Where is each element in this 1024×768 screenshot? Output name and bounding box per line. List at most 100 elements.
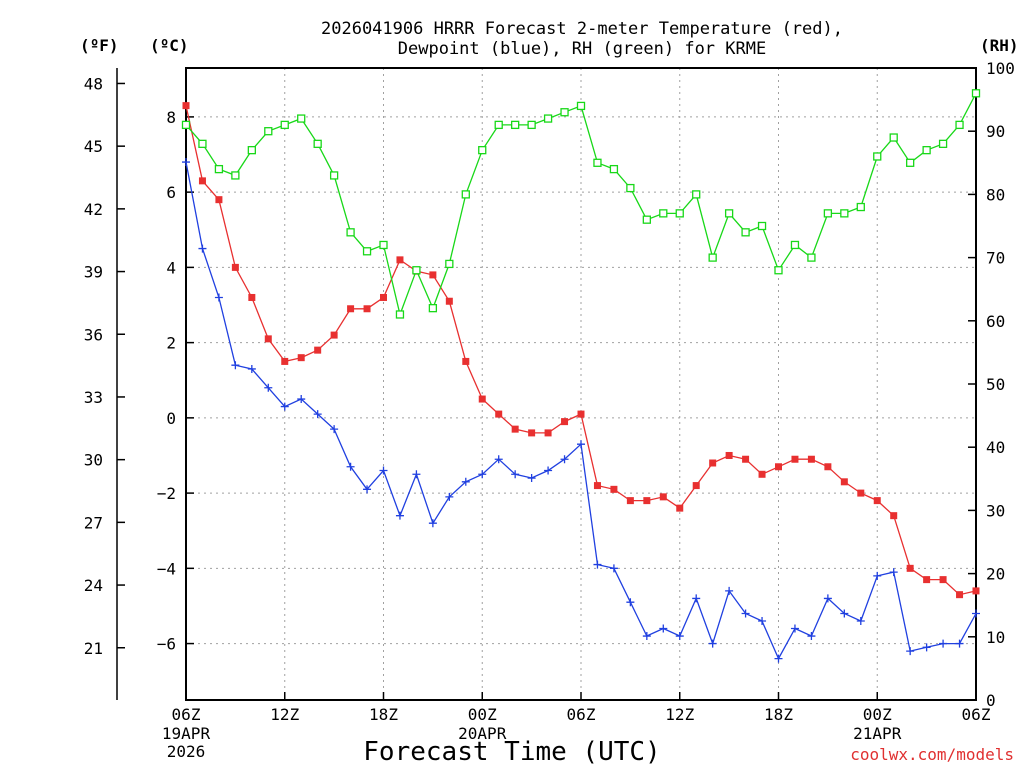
rh-point bbox=[428, 304, 438, 313]
rh-tick-label: 60 bbox=[986, 312, 1005, 331]
temperature-point bbox=[511, 425, 519, 433]
temperature-point bbox=[758, 470, 766, 478]
chart-title-line1: 2026041906 HRRR Forecast 2-meter Tempera… bbox=[321, 19, 843, 39]
dewpoint-point bbox=[626, 598, 635, 607]
rh-point bbox=[790, 240, 800, 250]
rh-point bbox=[395, 310, 405, 319]
dewpoint-point bbox=[725, 586, 734, 595]
temperature-point bbox=[791, 455, 799, 463]
temperature-point bbox=[840, 478, 848, 486]
x-date-label: 21APR bbox=[853, 724, 902, 743]
rh-point bbox=[494, 120, 503, 130]
temperature-point bbox=[676, 504, 684, 512]
rh-point bbox=[511, 120, 520, 130]
grid-lines bbox=[186, 68, 976, 700]
rh-point bbox=[329, 171, 339, 180]
credit-text: coolwx.com/models bbox=[850, 745, 1014, 764]
fahrenheit-tick-label: 24 bbox=[84, 576, 103, 595]
rh-point bbox=[560, 108, 569, 117]
rh-point bbox=[757, 221, 767, 231]
fahrenheit-tick-label: 33 bbox=[84, 388, 103, 407]
rh-tick-label: 30 bbox=[986, 501, 1005, 520]
dewpoint-point bbox=[428, 519, 437, 528]
rh-tick-label: 10 bbox=[986, 628, 1005, 647]
dewpoint-point bbox=[182, 158, 190, 167]
rh-point bbox=[362, 247, 372, 256]
dewpoint-point bbox=[313, 410, 322, 419]
dewpoint-point bbox=[790, 624, 799, 633]
rh-tick-label: 40 bbox=[986, 438, 1005, 457]
dewpoint-point bbox=[906, 647, 915, 656]
rh-point bbox=[906, 158, 915, 167]
dewpoint-point bbox=[247, 364, 256, 373]
rh-tick-label: 20 bbox=[986, 565, 1005, 584]
temperature-point bbox=[725, 451, 733, 459]
temperature-point bbox=[445, 297, 453, 305]
rh-point bbox=[856, 202, 865, 212]
temperature-point bbox=[939, 576, 947, 584]
fahrenheit-tick-label: 39 bbox=[84, 263, 103, 282]
dewpoint-point bbox=[889, 568, 898, 577]
dewpoint-point bbox=[659, 624, 668, 633]
temperature-point bbox=[231, 263, 239, 271]
celsius-tick-label: 4 bbox=[166, 258, 176, 277]
dewpoint-point bbox=[939, 639, 948, 648]
temperature-point bbox=[363, 305, 371, 313]
series-dewpoint bbox=[182, 158, 980, 663]
dewpoint-point bbox=[511, 470, 520, 479]
rh-point bbox=[247, 146, 256, 155]
dewpoint-point bbox=[609, 564, 618, 573]
unit-label-fahrenheit: (ºF) bbox=[80, 36, 119, 55]
rh-point bbox=[609, 164, 619, 174]
rh-point bbox=[478, 146, 487, 155]
temperature-point bbox=[248, 293, 256, 301]
celsius-tick-label: 8 bbox=[166, 108, 176, 127]
rh-point bbox=[659, 209, 668, 218]
temperature-point bbox=[807, 455, 815, 463]
x-tick-label: 12Z bbox=[665, 705, 694, 724]
rh-tick-label: 0 bbox=[986, 691, 996, 710]
dewpoint-point bbox=[412, 470, 421, 479]
celsius-tick-label: 2 bbox=[166, 334, 176, 353]
x-date-label: 20APR bbox=[458, 724, 507, 743]
temperature-point bbox=[610, 485, 618, 493]
x-tick-label: 06Z bbox=[172, 705, 201, 724]
fahrenheit-tick-label: 45 bbox=[84, 137, 103, 156]
rh-point bbox=[198, 139, 207, 148]
temperature-point bbox=[478, 395, 486, 403]
dewpoint-point bbox=[807, 632, 816, 641]
unit-label-rh: (RH) bbox=[980, 36, 1019, 55]
fahrenheit-tick-label: 48 bbox=[84, 74, 103, 93]
temperature-point bbox=[347, 305, 355, 313]
dewpoint-point bbox=[264, 383, 273, 392]
axes bbox=[116, 67, 977, 701]
temperature-point bbox=[906, 564, 914, 572]
x-axis-label: Forecast Time (UTC) bbox=[363, 737, 660, 767]
fahrenheit-tick-label: 27 bbox=[84, 513, 103, 532]
rh-point bbox=[922, 146, 931, 155]
temperature-point bbox=[495, 410, 503, 418]
dewpoint-point bbox=[445, 492, 454, 501]
dewpoint-point bbox=[642, 632, 651, 641]
rh-point bbox=[297, 114, 306, 123]
temperature-point bbox=[544, 429, 552, 437]
dewpoint-point bbox=[873, 571, 882, 580]
rh-point bbox=[823, 209, 833, 218]
dewpoint-point bbox=[461, 477, 470, 486]
dewpoint-point bbox=[527, 474, 536, 483]
series-layer bbox=[181, 89, 981, 663]
temperature-point bbox=[857, 489, 865, 497]
rh-point bbox=[527, 120, 536, 130]
rh-point bbox=[214, 164, 224, 174]
dewpoint-point bbox=[214, 293, 223, 302]
temperature-point bbox=[643, 497, 651, 505]
rh-point bbox=[840, 209, 849, 218]
rh-point bbox=[313, 139, 322, 148]
rh-point bbox=[708, 253, 717, 262]
temperature-point bbox=[577, 410, 585, 418]
rh-point bbox=[675, 209, 684, 218]
rh-tick-label: 70 bbox=[986, 249, 1005, 268]
temperature-point bbox=[626, 497, 634, 505]
rh-tick-label: 80 bbox=[986, 185, 1005, 204]
